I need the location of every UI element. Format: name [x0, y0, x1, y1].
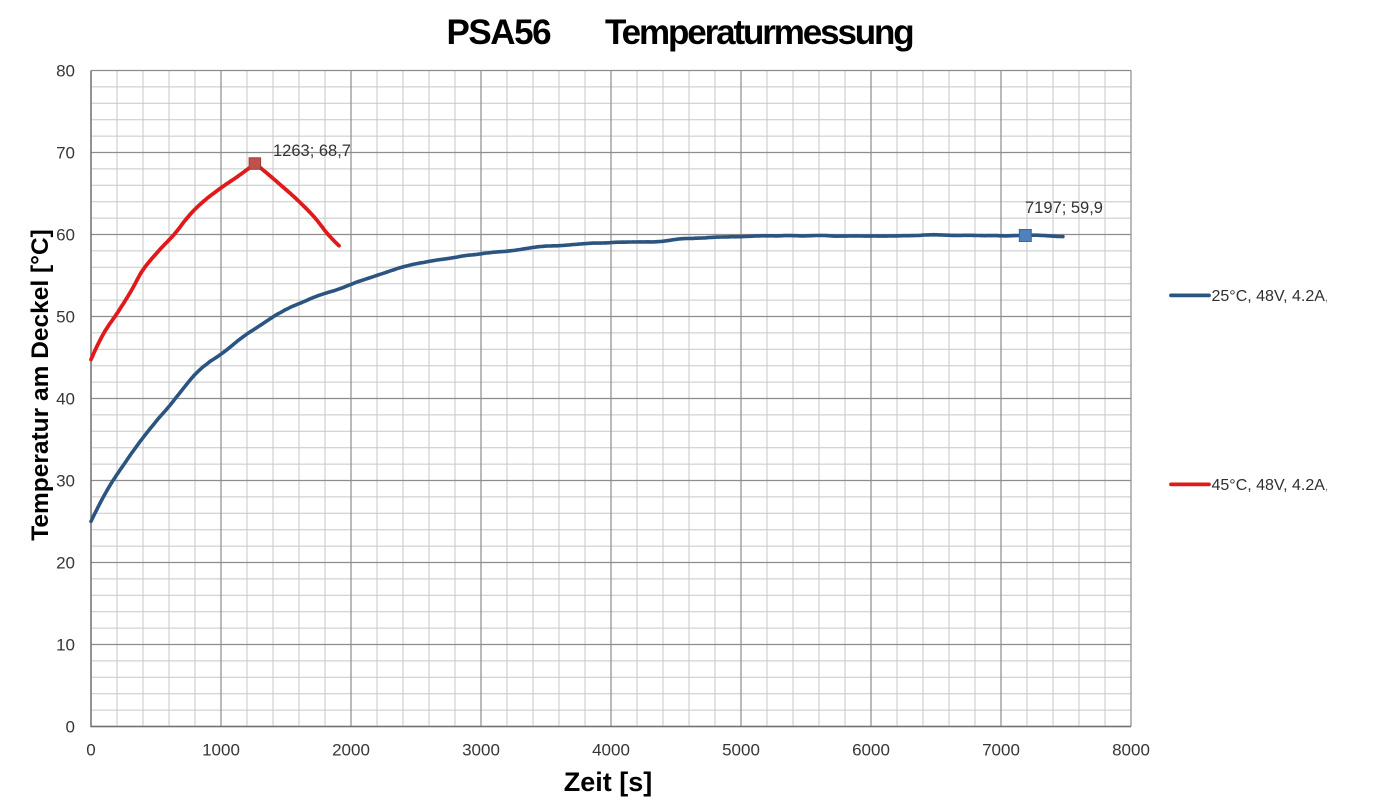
svg-text:80: 80 — [56, 62, 75, 81]
svg-text:7000: 7000 — [982, 741, 1020, 760]
svg-text:25°C, 48V, 4.2A,: 25°C, 48V, 4.2A, — [1212, 288, 1329, 305]
svg-text:60: 60 — [56, 226, 75, 245]
svg-text:40: 40 — [56, 390, 75, 409]
svg-text:50: 50 — [56, 308, 75, 327]
svg-text:Temperatur am Deckel [°C]: Temperatur am Deckel [°C] — [27, 229, 54, 541]
svg-text:8000: 8000 — [1112, 741, 1150, 760]
svg-text:70: 70 — [56, 144, 75, 163]
svg-text:10: 10 — [56, 636, 75, 655]
svg-text:Temperaturmessung: Temperaturmessung — [605, 13, 913, 52]
svg-text:7197; 59,9: 7197; 59,9 — [1025, 199, 1103, 217]
svg-text:0: 0 — [66, 718, 75, 737]
svg-text:Zeit [s]: Zeit [s] — [564, 767, 653, 797]
svg-text:4000: 4000 — [592, 741, 630, 760]
svg-text:1263; 68,7: 1263; 68,7 — [273, 142, 351, 160]
svg-text:3000: 3000 — [462, 741, 500, 760]
svg-text:2000: 2000 — [332, 741, 370, 760]
svg-text:PSA56: PSA56 — [447, 13, 552, 52]
svg-text:30: 30 — [56, 472, 75, 491]
svg-text:5000: 5000 — [722, 741, 760, 760]
svg-text:6000: 6000 — [852, 741, 890, 760]
svg-text:0: 0 — [86, 741, 95, 760]
svg-text:1000: 1000 — [202, 741, 240, 760]
svg-text:20: 20 — [56, 554, 75, 573]
svg-text:45°C, 48V, 4.2A,: 45°C, 48V, 4.2A, — [1212, 477, 1329, 494]
